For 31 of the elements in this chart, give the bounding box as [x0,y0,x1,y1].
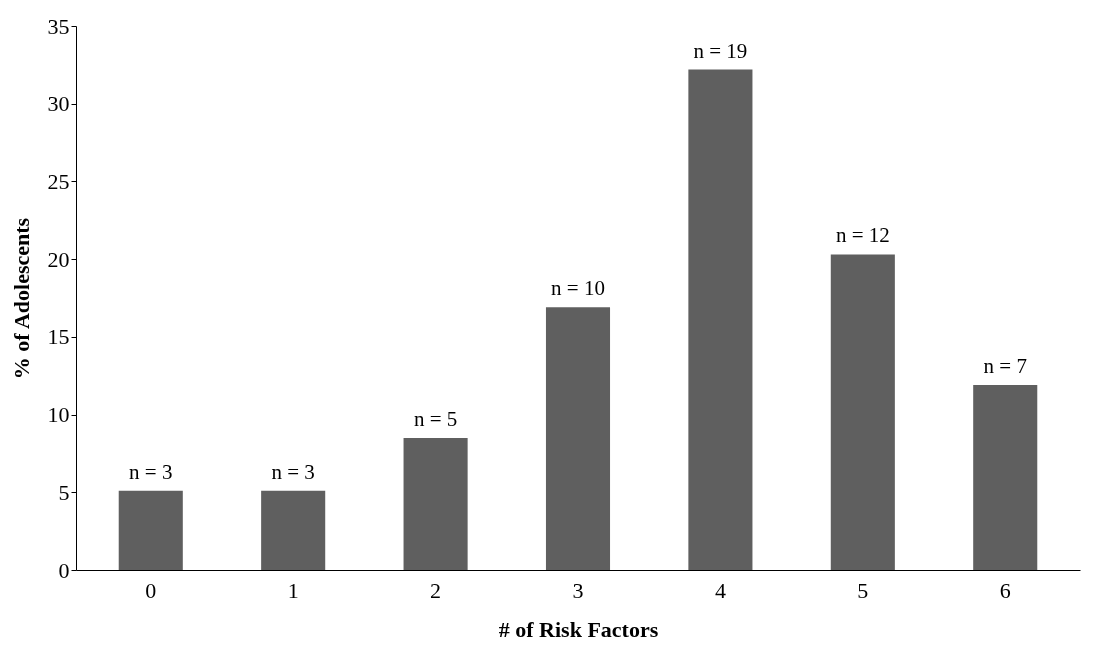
bar [830,254,895,570]
x-tick-label: 4 [714,577,726,603]
bar [545,307,611,570]
y-tick-label: 5 [58,479,70,505]
y-tick-label: 35 [47,13,70,39]
y-tick-label: 10 [47,402,70,428]
x-tick-label: 5 [857,577,869,603]
x-tick-label: 6 [999,577,1011,603]
x-tick-label: 3 [572,577,584,603]
annotation: n = 3 [271,459,315,484]
x-tick-label: 0 [145,577,157,603]
x-tick-label: 1 [287,577,299,603]
y-axis-title: % of Adolescents [8,217,34,380]
x-tick-label: 2 [430,577,442,603]
bar [118,490,183,570]
bar [261,490,326,570]
x-axis-title: # of Risk Factors [498,616,659,642]
bar [688,69,753,570]
bar [403,437,468,570]
bar [973,385,1038,570]
annotation: n = 3 [129,459,173,484]
y-tick-label: 30 [47,91,70,117]
y-tick-label: 15 [47,324,70,350]
annotation: n = 10 [551,276,605,301]
y-tick-label: 20 [47,246,70,272]
y-tick-label: 25 [47,168,70,194]
annotation: n = 5 [413,406,458,431]
annotation: n = 7 [983,354,1027,379]
annotation: n = 19 [693,38,748,63]
annotation: n = 12 [835,223,890,248]
y-tick-label: 0 [58,557,70,583]
